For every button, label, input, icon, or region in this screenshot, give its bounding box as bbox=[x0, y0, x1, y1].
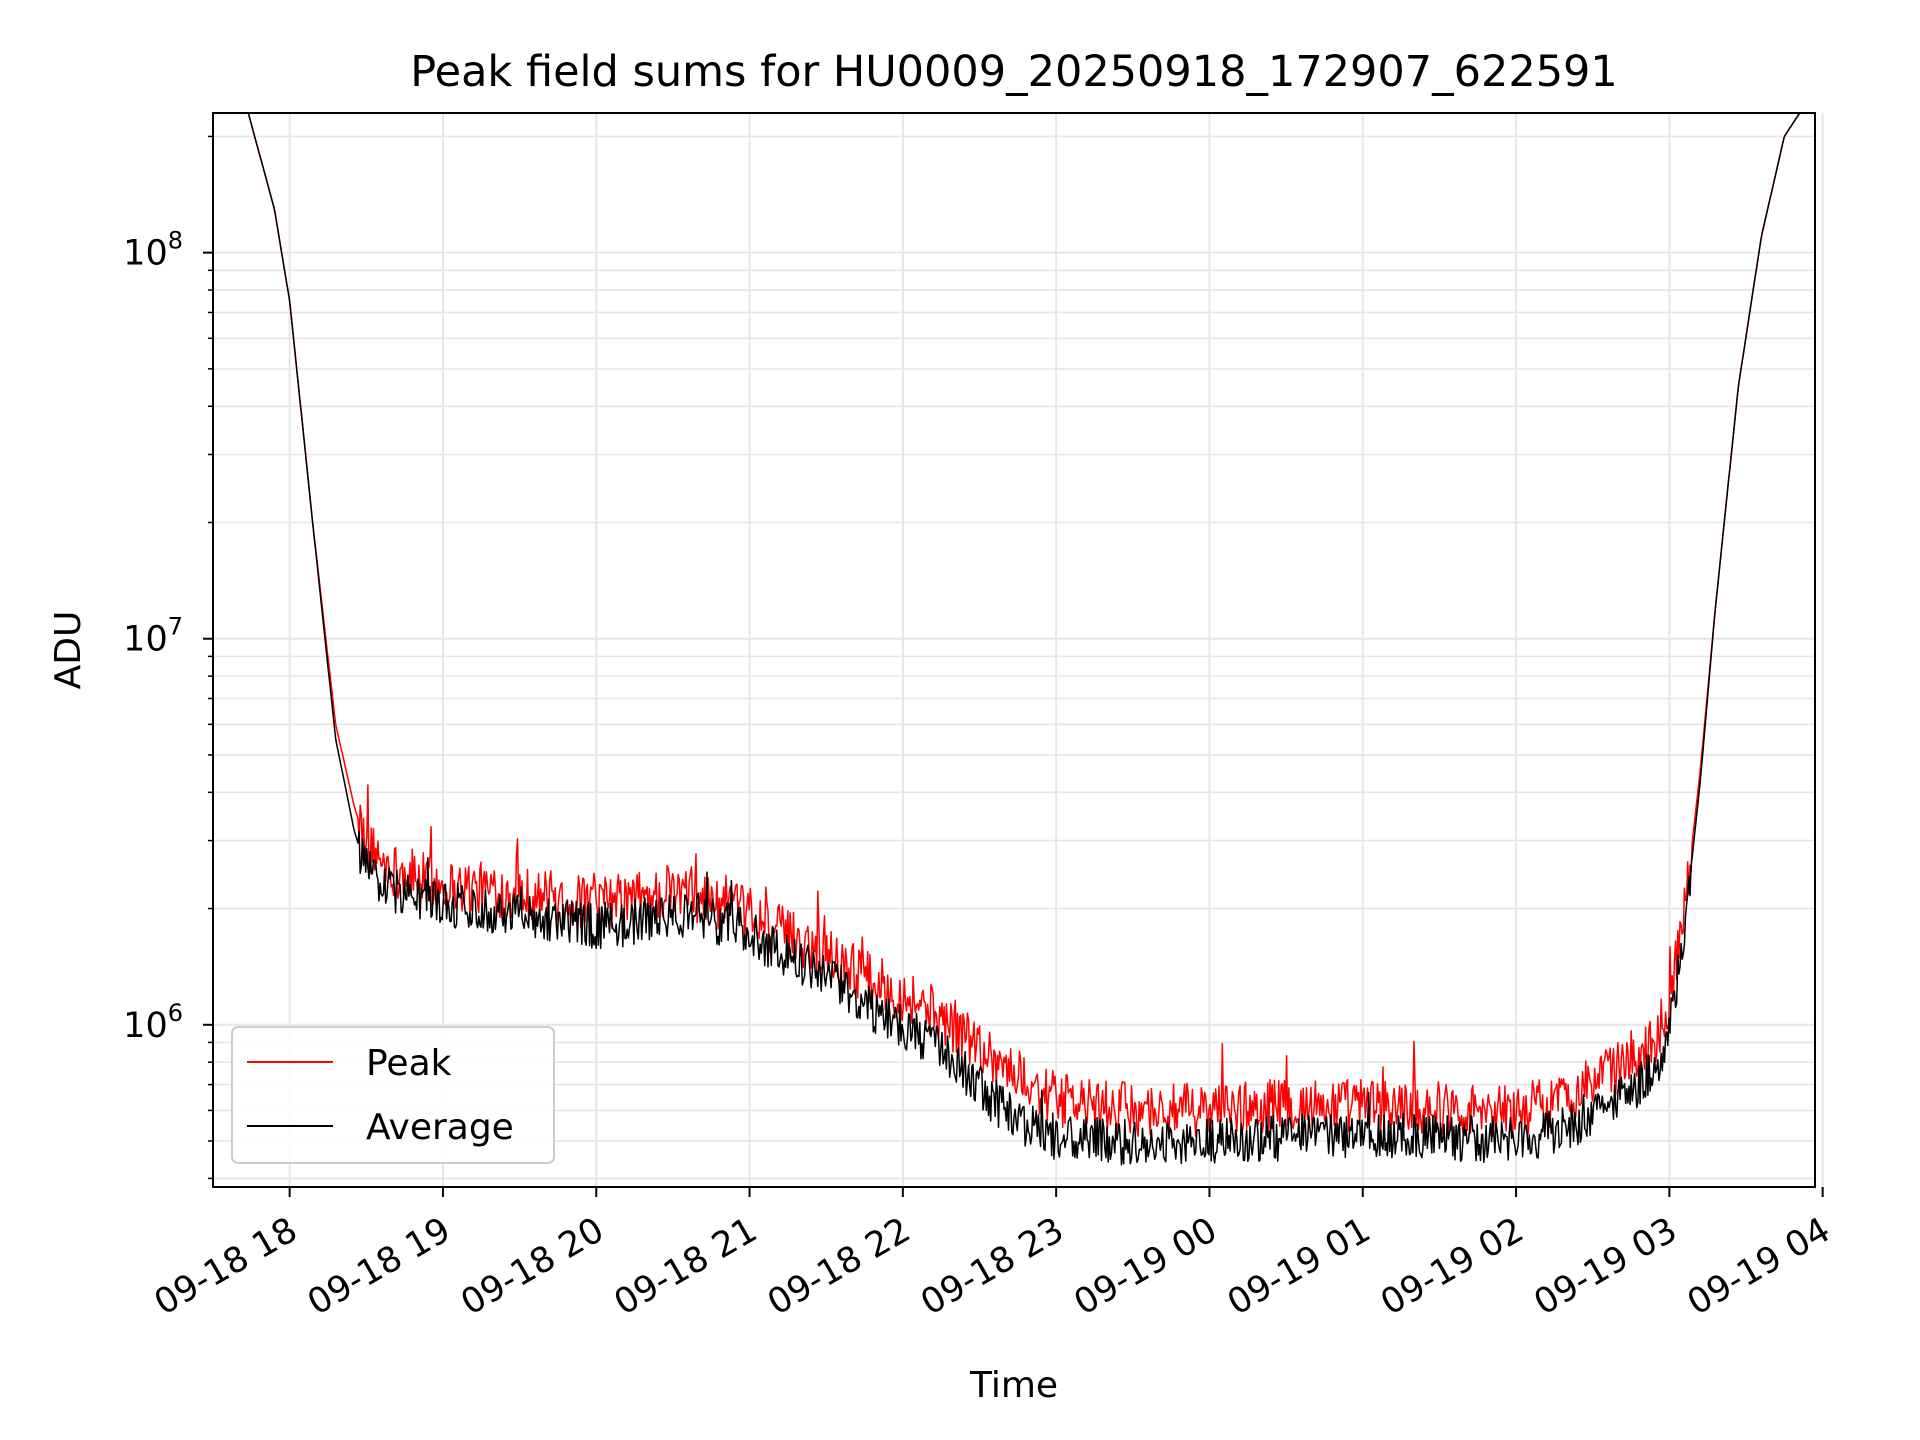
y-tick-label-base: 10 bbox=[123, 234, 168, 274]
y-tick-label: 107 bbox=[123, 613, 183, 660]
y-axis-label: ADU bbox=[48, 611, 89, 690]
legend-label-average: Average bbox=[366, 1107, 514, 1148]
y-tick-label-exponent: 8 bbox=[168, 227, 183, 255]
legend: Peak Average bbox=[231, 1026, 555, 1164]
y-tick-label: 108 bbox=[123, 227, 183, 274]
legend-label-peak: Peak bbox=[366, 1043, 452, 1084]
series-line-peak bbox=[247, 113, 1801, 1138]
y-tick-label-exponent: 6 bbox=[168, 999, 183, 1027]
y-tick-label-base: 10 bbox=[123, 620, 168, 660]
x-axis-label: Time bbox=[969, 1365, 1058, 1406]
chart-title: Peak field sums for HU0009_20250918_1729… bbox=[410, 47, 1618, 97]
y-tick-label-exponent: 7 bbox=[168, 613, 183, 641]
plot-frame bbox=[212, 112, 1816, 1188]
series-line-average bbox=[247, 113, 1801, 1166]
y-tick-label-base: 10 bbox=[123, 1006, 168, 1046]
y-tick-label: 106 bbox=[123, 999, 183, 1046]
